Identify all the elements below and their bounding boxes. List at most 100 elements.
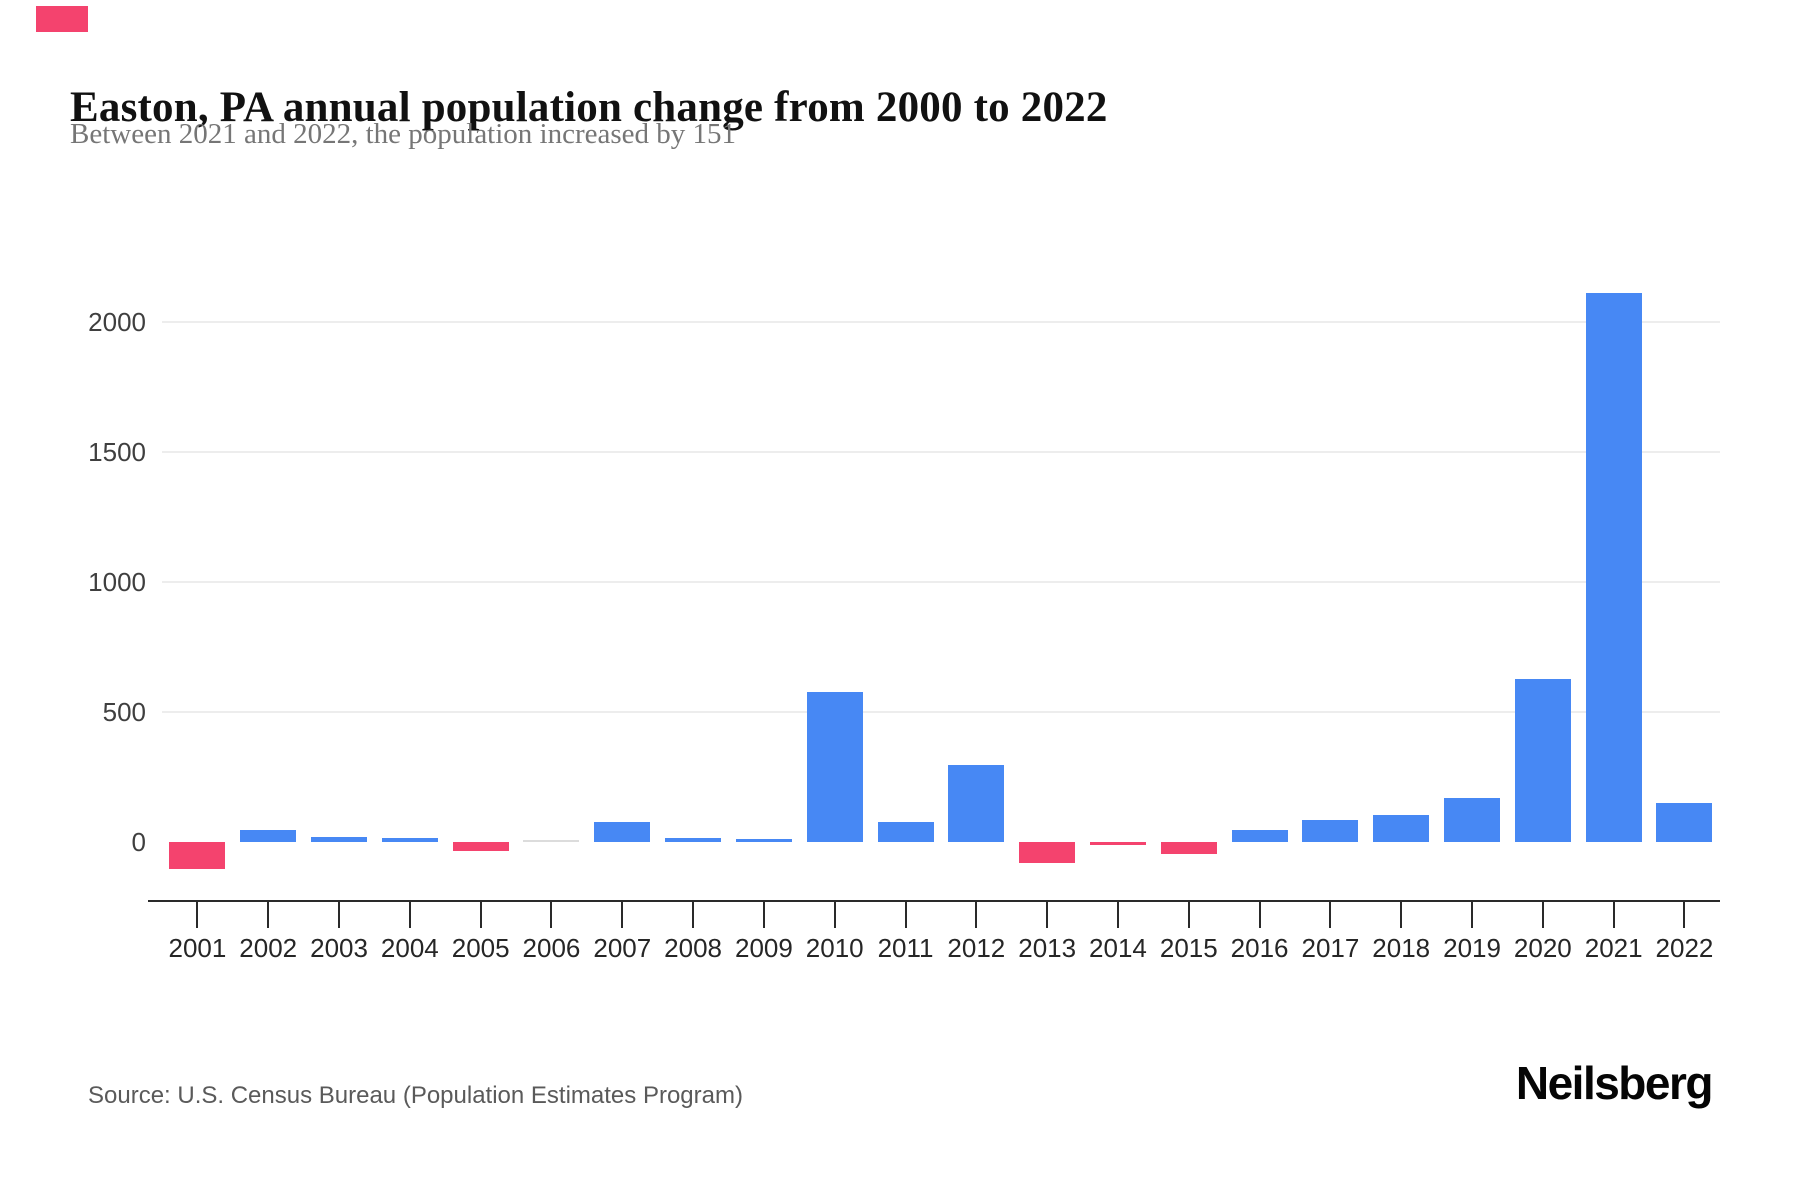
x-tick-label-2017: 2017 xyxy=(1301,933,1360,963)
x-tick-label-2018: 2018 xyxy=(1372,933,1431,963)
x-axis-ticks xyxy=(162,902,1720,928)
tick-slot-2008 xyxy=(658,902,729,928)
tick-slot-2012 xyxy=(941,902,1012,928)
x-tick-2021 xyxy=(1612,902,1615,928)
x-tick-2012 xyxy=(975,902,978,928)
tick-slot-2009 xyxy=(729,902,800,928)
y-tick-label-2000: 2000 xyxy=(88,307,146,337)
bar-2017[interactable] xyxy=(1302,820,1359,842)
bar-slot-2021 xyxy=(1578,250,1649,900)
bar-slot-2012 xyxy=(941,250,1012,900)
y-axis-labels: 0 500 1000 1500 2000 xyxy=(0,250,150,900)
bar-slot-2022 xyxy=(1649,250,1720,900)
bar-2013[interactable] xyxy=(1019,842,1076,863)
bar-2007[interactable] xyxy=(594,822,651,842)
x-tick-2003 xyxy=(338,902,341,928)
bar-slot-2013 xyxy=(1012,250,1083,900)
x-tick-label-2022: 2022 xyxy=(1655,933,1714,963)
bar-2006[interactable] xyxy=(523,840,580,842)
x-tick-label-2015: 2015 xyxy=(1159,933,1218,963)
x-tick-2015 xyxy=(1187,902,1190,928)
x-tick-2011 xyxy=(904,902,907,928)
x-tick-label-2013: 2013 xyxy=(1018,933,1077,963)
bar-slot-2020 xyxy=(1507,250,1578,900)
tick-slot-2001 xyxy=(162,902,233,928)
bar-slot-2006 xyxy=(516,250,587,900)
bar-2018[interactable] xyxy=(1373,815,1430,842)
bar-2010[interactable] xyxy=(806,692,863,842)
x-tick-2009 xyxy=(762,902,765,928)
x-tick-2016 xyxy=(1258,902,1261,928)
x-tick-2005 xyxy=(479,902,482,928)
tick-slot-2002 xyxy=(233,902,304,928)
corner-accent-mark xyxy=(36,6,88,32)
grid-line-1500 xyxy=(162,451,1720,453)
tick-slot-2007 xyxy=(587,902,658,928)
bar-2001[interactable] xyxy=(169,842,226,869)
bars-row xyxy=(162,250,1720,900)
bar-2015[interactable] xyxy=(1160,842,1217,854)
tick-slot-2020 xyxy=(1507,902,1578,928)
x-tick-label-2014: 2014 xyxy=(1089,933,1147,963)
bar-2021[interactable] xyxy=(1585,293,1642,842)
bar-2003[interactable] xyxy=(311,837,368,842)
x-tick-2001 xyxy=(196,902,199,928)
x-tick-label-2020: 2020 xyxy=(1513,933,1572,963)
tick-slot-2016 xyxy=(1224,902,1295,928)
bar-2002[interactable] xyxy=(240,830,297,842)
tick-slot-2013 xyxy=(1012,902,1083,928)
bar-slot-2008 xyxy=(658,250,729,900)
grid-line-2000 xyxy=(162,321,1720,323)
bar-slot-2016 xyxy=(1224,250,1295,900)
x-tick-2022 xyxy=(1683,902,1686,928)
bar-slot-2011 xyxy=(870,250,941,900)
x-tick-2008 xyxy=(692,902,695,928)
bar-slot-2005 xyxy=(445,250,516,900)
bar-2022[interactable] xyxy=(1656,803,1713,842)
bar-2009[interactable] xyxy=(735,839,792,842)
x-tick-label-2019: 2019 xyxy=(1443,933,1501,963)
tick-slot-2005 xyxy=(445,902,516,928)
x-tick-label-2001: 2001 xyxy=(168,933,227,963)
bar-2019[interactable] xyxy=(1444,798,1501,842)
bar-2016[interactable] xyxy=(1231,830,1288,842)
bar-2014[interactable] xyxy=(1089,842,1146,845)
x-tick-2004 xyxy=(408,902,411,928)
plot-area xyxy=(162,250,1720,900)
x-tick-2013 xyxy=(1046,902,1049,928)
bar-slot-2004 xyxy=(374,250,445,900)
tick-slot-2019 xyxy=(1437,902,1508,928)
grid-line-500 xyxy=(162,711,1720,713)
x-tick-2014 xyxy=(1116,902,1119,928)
bar-slot-2015 xyxy=(1153,250,1224,900)
tick-slot-2018 xyxy=(1366,902,1437,928)
x-tick-label-2010: 2010 xyxy=(805,933,864,963)
bar-2008[interactable] xyxy=(665,838,722,842)
tick-slot-2006 xyxy=(516,902,587,928)
x-axis-labels: 2001 2002 2003 2004 2005 2006 2007 2008 2009 2010… xyxy=(162,932,1720,964)
tick-slot-2022 xyxy=(1649,902,1720,928)
bar-slot-2002 xyxy=(233,250,304,900)
bar-2020[interactable] xyxy=(1514,679,1571,842)
bar-2011[interactable] xyxy=(877,822,934,842)
tick-slot-2021 xyxy=(1578,902,1649,928)
tick-slot-2004 xyxy=(374,902,445,928)
bar-2004[interactable] xyxy=(381,838,438,842)
bar-slot-2007 xyxy=(587,250,658,900)
tick-slot-2010 xyxy=(799,902,870,928)
x-tick-2002 xyxy=(267,902,270,928)
tick-slot-2003 xyxy=(304,902,375,928)
x-tick-label-2004: 2004 xyxy=(380,933,439,963)
tick-slot-2014 xyxy=(1083,902,1154,928)
page-title: Easton, PA annual population change from… xyxy=(70,83,1108,131)
bar-2005[interactable] xyxy=(452,842,509,851)
x-tick-label-2006: 2006 xyxy=(522,933,581,963)
y-tick-label-0: 0 xyxy=(131,827,146,857)
grid-line-1000 xyxy=(162,581,1720,583)
x-tick-2006 xyxy=(550,902,553,928)
x-tick-label-2009: 2009 xyxy=(734,933,793,963)
bar-2012[interactable] xyxy=(948,765,1005,842)
x-axis: 2001 2002 2003 2004 2005 2006 2007 2008 2009 2010… xyxy=(148,900,1720,980)
bar-slot-2014 xyxy=(1083,250,1154,900)
x-tick-2019 xyxy=(1471,902,1474,928)
